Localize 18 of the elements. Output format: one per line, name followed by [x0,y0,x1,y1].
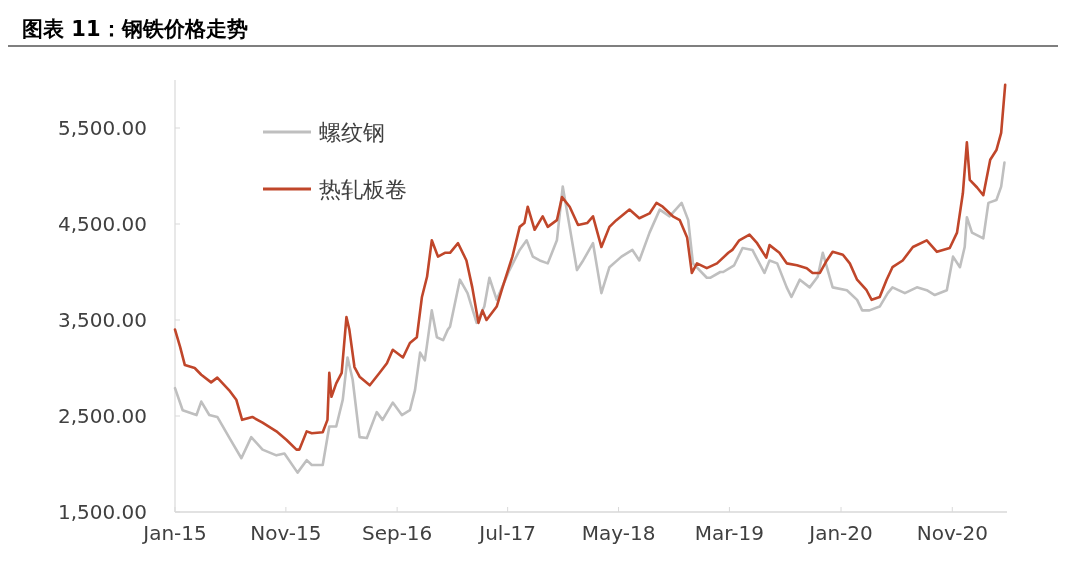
chart-title: 图表 11：钢铁价格走势 [22,17,248,41]
y-tick-label: 2,500.00 [57,404,147,428]
x-tick-label: Jan-20 [807,521,873,545]
line-series [173,83,1007,451]
legend-label: 热轧板卷 [319,176,407,202]
x-tick-label: Nov-15 [250,521,322,545]
line-series [173,161,1006,474]
x-tick-label: May-18 [581,521,656,545]
x-tick-label: Sep-16 [361,521,433,545]
x-tick-label: Jan-15 [141,521,207,545]
y-tick-label: 4,500.00 [57,212,147,236]
legend-label: 螺纹钢 [319,119,385,145]
x-tick-label: Jul-17 [477,521,537,545]
y-tick-label: 5,500.00 [57,116,147,140]
y-tick-label: 1,500.00 [57,500,147,524]
x-tick-label: Mar-19 [694,521,764,545]
x-tick-label: Nov-20 [916,521,988,545]
y-tick-label: 3,500.00 [57,308,147,332]
